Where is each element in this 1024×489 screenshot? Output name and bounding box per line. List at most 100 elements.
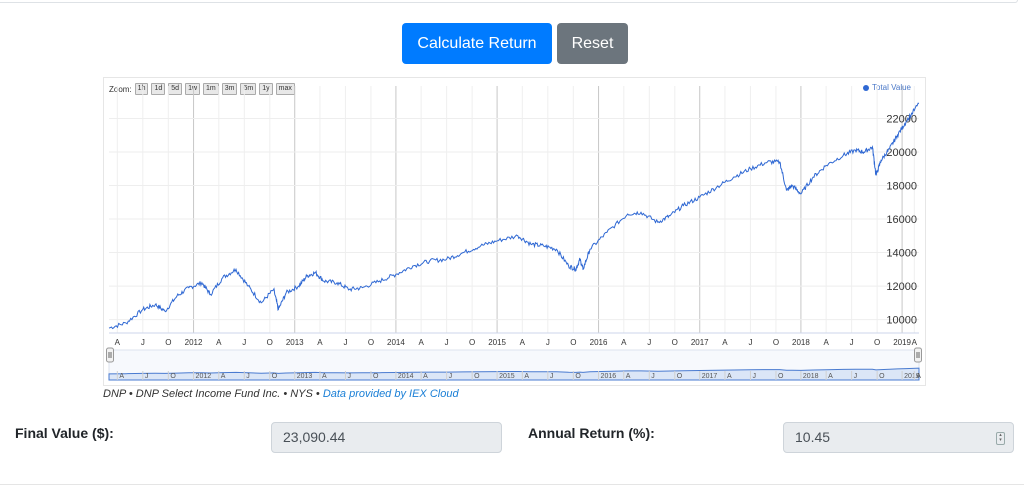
top-divider [0, 0, 1018, 3]
navigator-tick-label: O [677, 373, 683, 380]
annual-return-label: Annual Return (%): [528, 425, 655, 441]
x-tick-label: 2019 [893, 338, 911, 347]
navigator-tick-label: J [449, 373, 453, 380]
x-tick-label: A [317, 338, 323, 347]
total-value-series-line [108, 102, 920, 330]
navigator-tick-label: A [322, 373, 327, 380]
x-tick-label: J [748, 338, 752, 347]
x-tick-label: O [874, 338, 880, 347]
chart-credit: DNP • DNP Select Income Fund Inc. • NYS … [103, 388, 459, 400]
x-tick-label: J [141, 338, 145, 347]
navigator-tick-label: O [778, 373, 784, 380]
x-tick-label: 2018 [792, 338, 810, 347]
navigator-tick-label: J [752, 373, 756, 380]
navigator-tick-label: 2018 [803, 373, 819, 380]
navigator-tick-label: 2012 [196, 373, 212, 380]
navigator-tick-label: A [626, 373, 631, 380]
y-tick-label: 18000 [886, 180, 917, 192]
calculate-return-button[interactable]: Calculate Return [402, 23, 552, 64]
navigator-tick-label: A [916, 373, 921, 380]
x-tick-label: 2013 [286, 338, 304, 347]
navigator-tick-label: J [550, 373, 554, 380]
x-tick-label: J [647, 338, 651, 347]
annual-return-field[interactable]: 10.45 ▴ ▾ [783, 422, 1014, 453]
navigator-tick-label: O [575, 373, 581, 380]
x-tick-label: 2012 [185, 338, 203, 347]
navigator-tick-label: 2013 [297, 373, 313, 380]
y-tick-label: 10000 [886, 315, 917, 327]
navigator-tick-label: 2016 [601, 373, 617, 380]
zoom-button-1w[interactable]: 1w [185, 83, 201, 95]
zoom-button-1y[interactable]: 1y [259, 83, 273, 95]
bottom-divider [0, 484, 1024, 485]
navigator-right-handle[interactable] [914, 347, 922, 363]
navigator-tick-label: 2017 [702, 373, 718, 380]
zoom-button-1m[interactable]: 1m [203, 83, 219, 95]
x-tick-label: 2016 [590, 338, 608, 347]
navigator-tick-label: O [170, 373, 176, 380]
credit-text: DNP • DNP Select Income Fund Inc. • NYS … [103, 388, 323, 400]
navigator-tick-label: A [221, 373, 226, 380]
x-tick-label: A [216, 338, 222, 347]
navigator-tick-label: J [854, 373, 858, 380]
annual-return-value: 10.45 [795, 429, 831, 445]
navigator-tick-label: 2019 [904, 373, 920, 380]
line-chart[interactable]: 10000 12000 14000 16000 18000 20000 22000 A J O 20… [104, 78, 925, 385]
navigator-tick-label: J [246, 373, 250, 380]
legend[interactable]: Total Value [863, 83, 911, 92]
zoom-label: Zoom: [109, 84, 132, 94]
navigator-tick-label: O [879, 373, 885, 380]
x-tick-label: O [165, 338, 171, 347]
zoom-button-3m[interactable]: 3m [221, 83, 238, 95]
navigator-tick-label: J [347, 373, 351, 380]
navigator-tick-label: J [651, 373, 655, 380]
y-tick-label: 12000 [886, 281, 917, 293]
x-tick-label: 2014 [387, 338, 405, 347]
navigator-tick-label: O [474, 373, 480, 380]
legend-label: Total Value [872, 83, 911, 92]
zoom-bar: Zoom: 1h 1d 5d 1w 1m 3m 6m 1y max [109, 83, 295, 95]
legend-marker [863, 84, 869, 91]
navigator-tick-label: A [727, 373, 732, 380]
iex-cloud-link[interactable]: Data provided by IEX Cloud [322, 388, 459, 400]
navigator-tick-label: A [119, 373, 124, 380]
navigator-tick-label: A [423, 373, 428, 380]
navigator-series [108, 367, 920, 381]
y-tick-label: 20000 [886, 147, 917, 159]
x-tick-label: J [850, 338, 854, 347]
x-tick-label: J [546, 338, 550, 347]
x-tick-label: O [773, 338, 779, 347]
x-tick-label: A [621, 338, 627, 347]
reset-button[interactable]: Reset [557, 23, 628, 64]
x-tick-label: A [722, 338, 728, 347]
y-tick-label: 16000 [886, 214, 917, 226]
navigator-tick-label: A [828, 373, 833, 380]
x-tick-label: A [823, 338, 829, 347]
y-tick-label: 22000 [886, 113, 917, 125]
zoom-button-1d[interactable]: 1d [151, 83, 166, 95]
x-tick-label: A [912, 338, 918, 347]
x-tick-label: O [368, 338, 374, 347]
x-tick-label: A [520, 338, 526, 347]
x-tick-label: A [115, 338, 121, 347]
final-value-field[interactable]: 23,090.44 [271, 422, 502, 453]
chart-container: Zoom: 1h 1d 5d 1w 1m 3m 6m 1y max Total Value 10… [103, 77, 926, 386]
x-tick-label: 2015 [488, 338, 506, 347]
final-value-label: Final Value ($): [15, 425, 114, 441]
navigator-tick-label: 2015 [499, 373, 515, 380]
navigator-tick-label: O [272, 373, 278, 380]
y-tick-label: 14000 [886, 248, 917, 260]
x-tick-label: O [570, 338, 576, 347]
x-tick-label: J [242, 338, 246, 347]
x-tick-label: O [672, 338, 678, 347]
x-tick-label: O [267, 338, 273, 347]
navigator-left-handle[interactable] [106, 347, 114, 363]
navigator-tick-label: A [524, 373, 529, 380]
navigator-tick-label: 2014 [398, 373, 414, 380]
x-tick-label: O [469, 338, 475, 347]
zoom-button-1h[interactable]: 1h [134, 83, 149, 95]
x-tick-label: J [343, 338, 347, 347]
spinner-icon[interactable]: ▴ ▾ [996, 432, 1005, 445]
navigator-tick-label: O [373, 373, 379, 380]
x-tick-label: J [445, 338, 449, 347]
